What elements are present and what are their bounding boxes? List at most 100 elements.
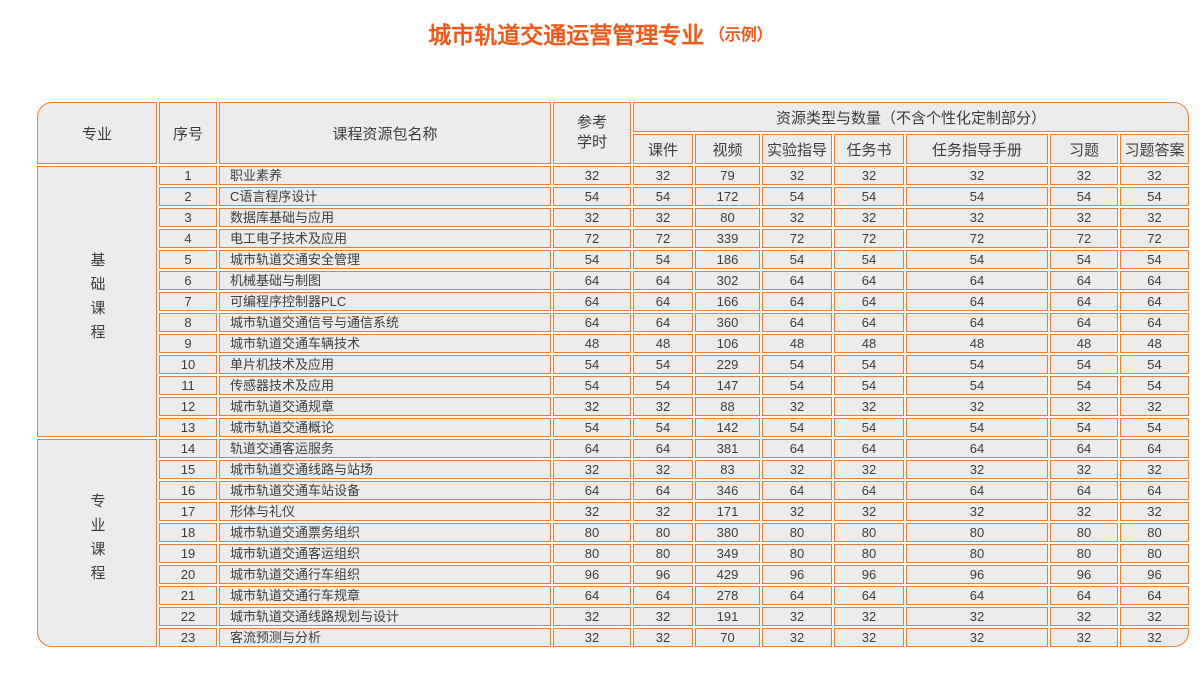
resource-count-cell: 54: [1120, 250, 1190, 269]
resource-count-cell: 32: [1120, 502, 1190, 521]
resource-count-cell: 80: [834, 544, 904, 563]
resource-count-cell: 429: [695, 565, 760, 584]
resource-count-cell: 96: [1120, 565, 1190, 584]
row-index-cell: 22: [159, 607, 217, 626]
reference-hours-cell: 54: [553, 376, 631, 395]
reference-hours-cell: 96: [553, 565, 631, 584]
resource-count-cell: 72: [906, 229, 1048, 248]
resource-count-cell: 32: [762, 628, 832, 647]
resource-count-cell: 64: [1050, 313, 1118, 332]
resource-count-cell: 54: [906, 418, 1048, 437]
resource-count-cell: 64: [1050, 292, 1118, 311]
table-row: 7 可编程序控制器PLC 64 64 166 64 64 64 64 64: [37, 292, 1190, 311]
resource-count-cell: 54: [633, 355, 693, 374]
course-name-cell: 可编程序控制器PLC: [219, 292, 551, 311]
resource-count-cell: 54: [834, 376, 904, 395]
resource-count-cell: 32: [906, 166, 1048, 185]
header-hours: 参考学时: [553, 102, 631, 164]
resource-count-cell: 106: [695, 334, 760, 353]
resource-count-cell: 32: [762, 460, 832, 479]
resource-count-cell: 32: [1050, 628, 1118, 647]
reference-hours-cell: 32: [553, 502, 631, 521]
course-name-cell: 城市轨道交通线路与站场: [219, 460, 551, 479]
table-header: 专业 序号 课程资源包名称 参考学时 资源类型与数量（不含个性化定制部分） 课件…: [37, 102, 1190, 164]
header-course-name: 课程资源包名称: [219, 102, 551, 164]
reference-hours-cell: 64: [553, 313, 631, 332]
header-task-book: 任务书: [834, 134, 904, 164]
reference-hours-cell: 64: [553, 586, 631, 605]
table-row: 2 C语言程序设计 54 54 172 54 54 54 54 54: [37, 187, 1190, 206]
row-index-cell: 5: [159, 250, 217, 269]
course-name-cell: 客流预测与分析: [219, 628, 551, 647]
resource-count-cell: 32: [906, 208, 1048, 227]
resource-count-cell: 64: [906, 271, 1048, 290]
resource-count-cell: 349: [695, 544, 760, 563]
resource-count-cell: 72: [1120, 229, 1190, 248]
resource-count-cell: 32: [834, 460, 904, 479]
resource-count-cell: 32: [834, 628, 904, 647]
course-name-cell: 城市轨道交通信号与通信系统: [219, 313, 551, 332]
resource-count-cell: 54: [1120, 187, 1190, 206]
reference-hours-cell: 32: [553, 166, 631, 185]
course-name-cell: 城市轨道交通车站设备: [219, 481, 551, 500]
course-name-cell: 城市轨道交通行车规章: [219, 586, 551, 605]
reference-hours-cell: 80: [553, 523, 631, 542]
resource-count-cell: 32: [1120, 607, 1190, 626]
resource-count-cell: 80: [762, 523, 832, 542]
resource-count-cell: 54: [834, 187, 904, 206]
reference-hours-cell: 64: [553, 292, 631, 311]
resource-count-cell: 142: [695, 418, 760, 437]
header-row-sub: 课件 视频 实验指导 任务书 任务指导手册 习题 习题答案: [37, 134, 1190, 164]
reference-hours-cell: 54: [553, 250, 631, 269]
header-exercises: 习题: [1050, 134, 1118, 164]
row-index-cell: 3: [159, 208, 217, 227]
table-row: 3 数据库基础与应用 32 32 80 32 32 32 32 32: [37, 208, 1190, 227]
resource-count-cell: 32: [1120, 208, 1190, 227]
resource-count-cell: 32: [633, 397, 693, 416]
resource-count-cell: 32: [1050, 397, 1118, 416]
resource-count-cell: 54: [906, 355, 1048, 374]
resource-count-cell: 32: [633, 628, 693, 647]
resource-count-cell: 32: [633, 607, 693, 626]
row-index-cell: 17: [159, 502, 217, 521]
resource-count-cell: 96: [834, 565, 904, 584]
course-name-cell: 机械基础与制图: [219, 271, 551, 290]
reference-hours-cell: 32: [553, 607, 631, 626]
resource-count-cell: 54: [762, 187, 832, 206]
resource-count-cell: 64: [1050, 586, 1118, 605]
resource-count-cell: 32: [906, 628, 1048, 647]
resource-count-cell: 64: [834, 586, 904, 605]
resource-count-cell: 32: [834, 502, 904, 521]
resource-count-cell: 64: [762, 439, 832, 458]
resource-count-cell: 83: [695, 460, 760, 479]
header-resource-group: 资源类型与数量（不含个性化定制部分）: [633, 102, 1190, 132]
resource-count-cell: 72: [633, 229, 693, 248]
reference-hours-cell: 32: [553, 208, 631, 227]
resource-count-cell: 80: [906, 523, 1048, 542]
reference-hours-cell: 64: [553, 271, 631, 290]
resource-count-cell: 64: [762, 313, 832, 332]
table-row: 20 城市轨道交通行车组织 96 96 429 96 96 96 96 96: [37, 565, 1190, 584]
course-resource-table: 专业 序号 课程资源包名称 参考学时 资源类型与数量（不含个性化定制部分） 课件…: [35, 100, 1191, 649]
resource-count-cell: 64: [906, 481, 1048, 500]
resource-count-cell: 32: [906, 460, 1048, 479]
row-index-cell: 19: [159, 544, 217, 563]
table-row: 23 客流预测与分析 32 32 70 32 32 32 32 32: [37, 628, 1190, 647]
resource-count-cell: 54: [633, 250, 693, 269]
reference-hours-cell: 32: [553, 628, 631, 647]
resource-count-cell: 64: [834, 292, 904, 311]
resource-count-cell: 32: [1050, 607, 1118, 626]
resource-count-cell: 70: [695, 628, 760, 647]
table-row: 16 城市轨道交通车站设备 64 64 346 64 64 64 64 64: [37, 481, 1190, 500]
resource-count-cell: 32: [762, 397, 832, 416]
resource-count-cell: 64: [633, 439, 693, 458]
resource-count-cell: 32: [1050, 460, 1118, 479]
resource-count-cell: 191: [695, 607, 760, 626]
resource-count-cell: 72: [762, 229, 832, 248]
resource-count-cell: 32: [834, 208, 904, 227]
resource-count-cell: 48: [633, 334, 693, 353]
course-name-cell: 城市轨道交通安全管理: [219, 250, 551, 269]
table-row: 8 城市轨道交通信号与通信系统 64 64 360 64 64 64 64 64: [37, 313, 1190, 332]
table-row: 19 城市轨道交通客运组织 80 80 349 80 80 80 80 80: [37, 544, 1190, 563]
resource-count-cell: 32: [633, 460, 693, 479]
